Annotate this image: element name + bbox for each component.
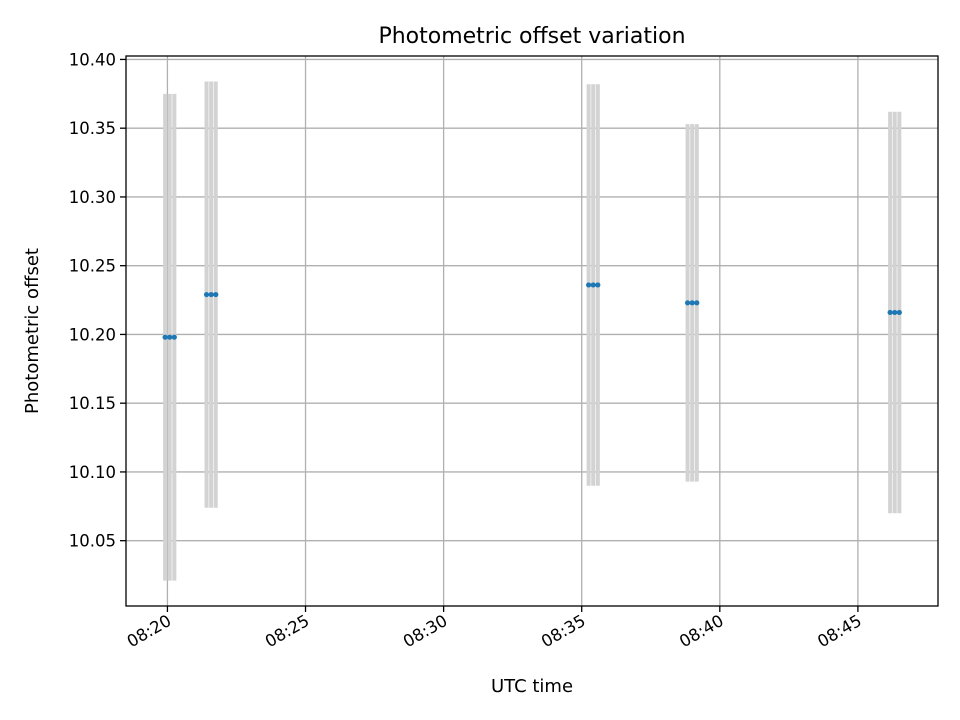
data-point [590, 282, 596, 288]
data-point [595, 282, 601, 288]
data-point [213, 291, 219, 298]
y-tick-label: 10.20 [69, 325, 116, 344]
data-point [167, 334, 173, 340]
y-tick-label: 10.30 [69, 188, 116, 207]
y-tick-label: 10.40 [69, 50, 116, 69]
x-axis-label: UTC time [491, 676, 573, 697]
grid [126, 56, 938, 606]
data-point [208, 291, 214, 298]
data-point [689, 300, 695, 306]
y-tick-label: 10.05 [69, 532, 116, 551]
data-point [896, 309, 902, 316]
data-point [203, 291, 210, 298]
y-tick-label: 10.10 [69, 463, 116, 482]
data-point [892, 309, 898, 316]
data-point [694, 300, 700, 306]
data-points [162, 282, 902, 340]
data-point [171, 334, 177, 340]
y-axis-ticks: 10.05 10.10 10.15 10.20 10.25 10.30 10.35 10.40 [69, 50, 126, 551]
plot-frame [125, 55, 939, 607]
data-point [586, 282, 592, 288]
y-tick-label: 10.15 [69, 394, 116, 413]
y-axis-label: Photometric offset [22, 248, 43, 414]
data-point [162, 334, 168, 340]
data-point [887, 309, 893, 316]
y-tick-label: 10.25 [69, 257, 116, 276]
y-tick-label: 10.35 [69, 119, 116, 138]
data-point [684, 300, 691, 306]
chart-title: Photometric offset variation [378, 24, 685, 49]
